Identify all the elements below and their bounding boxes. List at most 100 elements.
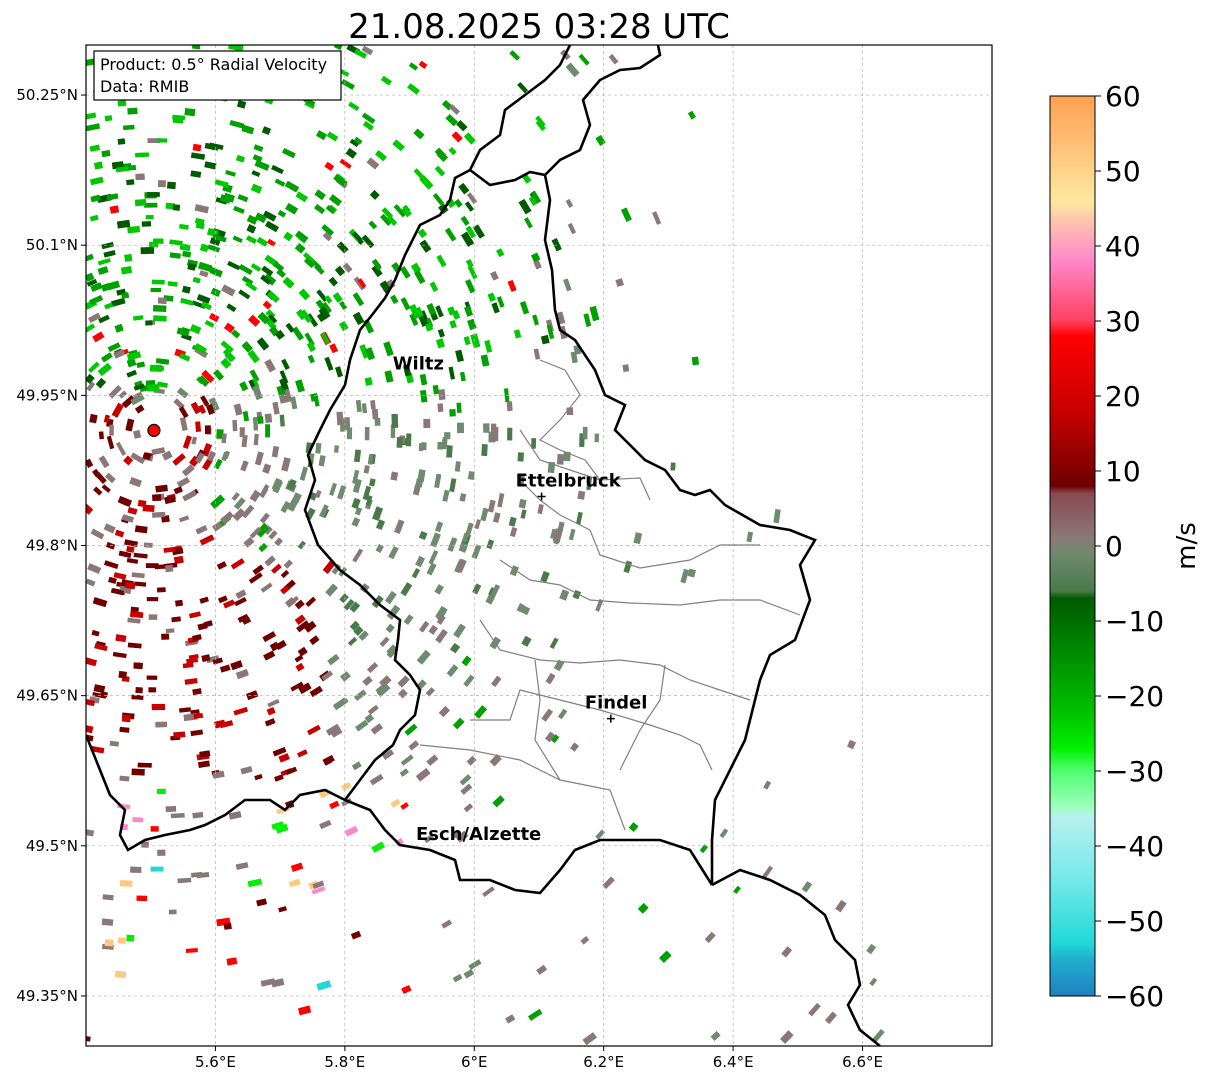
radar-echo-bin [127, 642, 142, 649]
radar-echo-bin [124, 253, 133, 262]
radar-echo-bin [114, 529, 125, 538]
radar-echo-bin [245, 235, 257, 244]
radar-echo-bin [312, 880, 325, 889]
radar-echo-bin [274, 178, 286, 187]
radar-echo-bin [303, 257, 316, 269]
radar-echo-bin [447, 306, 456, 316]
radar-echo-bin [518, 198, 532, 215]
radar-echo-bin [233, 403, 243, 416]
radar-echo-bin [192, 143, 202, 152]
radar-echo-bin [435, 628, 448, 644]
radar-echo-bin [460, 783, 473, 795]
y-tick-label: 49.95°N [16, 386, 78, 404]
radar-echo-bin [274, 329, 285, 340]
radar-echo-bin [190, 152, 206, 160]
radar-echo-bin [563, 278, 572, 292]
radar-echo-bin [370, 400, 376, 410]
colorbar-tick-label: −10 [1105, 605, 1164, 638]
radar-echo-bin [262, 631, 277, 643]
radar-echo-bin [835, 899, 847, 913]
radar-echo-bin [179, 353, 191, 362]
radar-echo-bin [212, 657, 223, 665]
radar-echo-bin [142, 504, 155, 512]
radar-echo-bin [338, 320, 349, 332]
radar-echo-bin [339, 158, 352, 169]
radar-echo-bin [86, 58, 95, 67]
radar-echo-bin [152, 304, 167, 313]
radar-echo-bin [252, 417, 259, 431]
radar-echo-bin [357, 278, 367, 289]
radar-echo-bin [98, 455, 110, 469]
radar-echo-bin [463, 968, 475, 979]
radar-echo-bin [285, 766, 298, 775]
radar-echo-bin [824, 1011, 837, 1025]
radar-echo-bin [545, 672, 556, 685]
axis-ticks: 5.6°E 5.8°E 6°E 6.2°E 6.4°E 6.6°E 50.25°N 50.1°… [16, 86, 883, 1071]
radar-echo-bin [424, 322, 434, 332]
radar-echo-bin [253, 433, 259, 446]
radar-echo-bin [276, 268, 286, 278]
radar-echo-bin [207, 244, 221, 253]
radar-echo-bin [409, 313, 419, 326]
radar-echo-bin [327, 653, 340, 666]
colorbar-tick-label: −30 [1105, 755, 1164, 788]
radar-echo-bin [296, 749, 308, 758]
radar-echo-bin [216, 561, 227, 570]
radar-echo-bin [154, 564, 167, 570]
radar-echo-bin [92, 331, 105, 343]
radar-echo-bin [167, 281, 178, 287]
radar-echo-bin [453, 623, 466, 639]
radar-echo-bin [133, 429, 142, 439]
y-tick-label: 50.1°N [26, 236, 78, 254]
radar-echo-bin [172, 118, 184, 124]
radar-echo-bin [480, 354, 490, 367]
radar-echo-bin [131, 768, 145, 776]
radar-echo-bin [426, 303, 437, 316]
radar-echo-bin [345, 147, 357, 159]
radar-echo-bin [121, 714, 131, 723]
radar-echo-bin [352, 478, 362, 493]
radar-echo-bin [460, 215, 470, 226]
radar-echo-bin [178, 406, 189, 419]
radar-echo-bin [872, 1028, 885, 1043]
radar-echo-bin [145, 379, 156, 386]
radar-echo-bin [400, 582, 413, 597]
radar-echo-bin [380, 213, 392, 226]
radar-echo-bin [157, 849, 166, 856]
radar-echo-bin [268, 530, 278, 540]
radar-echo-bin [419, 620, 430, 633]
radar-echo-bin [458, 542, 469, 553]
radar-echo-bin [349, 138, 360, 148]
radar-echo-bin [429, 281, 439, 293]
radar-echo-bin [254, 451, 264, 466]
place-label: Ettelbruck [516, 470, 622, 491]
y-tick-label: 49.65°N [16, 687, 78, 705]
radar-echo-bin [470, 333, 481, 349]
radar-echo-bin [456, 120, 468, 132]
radar-echo-bin [243, 536, 255, 548]
radar-echo-bin [192, 276, 201, 284]
radar-echo-bin [333, 173, 348, 187]
radar-echo-bin [276, 639, 287, 650]
radar-echo-bin [199, 270, 209, 278]
radar-echo-bin [346, 427, 353, 440]
info-box: Product: 0.5° Radial Velocity Data: RMIB [93, 50, 342, 101]
radar-echo-bin [133, 383, 145, 391]
radar-echo-bin [869, 977, 878, 987]
radar-echo-bin [238, 264, 253, 276]
radar-echo-bin [370, 723, 384, 735]
radar-echo-bin [169, 239, 183, 246]
radar-echo-bin [272, 746, 287, 757]
radar-echo-bin [282, 276, 295, 289]
radar-echo-bin [358, 630, 369, 641]
radar-echo-bin [254, 212, 267, 223]
radar-echo-bin [314, 189, 326, 201]
radar-echo-bin [426, 754, 439, 766]
radar-echo-bin [415, 478, 424, 488]
radar-echo-bin [400, 754, 414, 766]
radar-echo-bin [291, 326, 304, 341]
radar-echo-bin [513, 329, 522, 339]
radar-echo-bin [171, 547, 184, 556]
radar-echo-bin [687, 568, 696, 578]
radar-echo-bin [290, 681, 304, 692]
